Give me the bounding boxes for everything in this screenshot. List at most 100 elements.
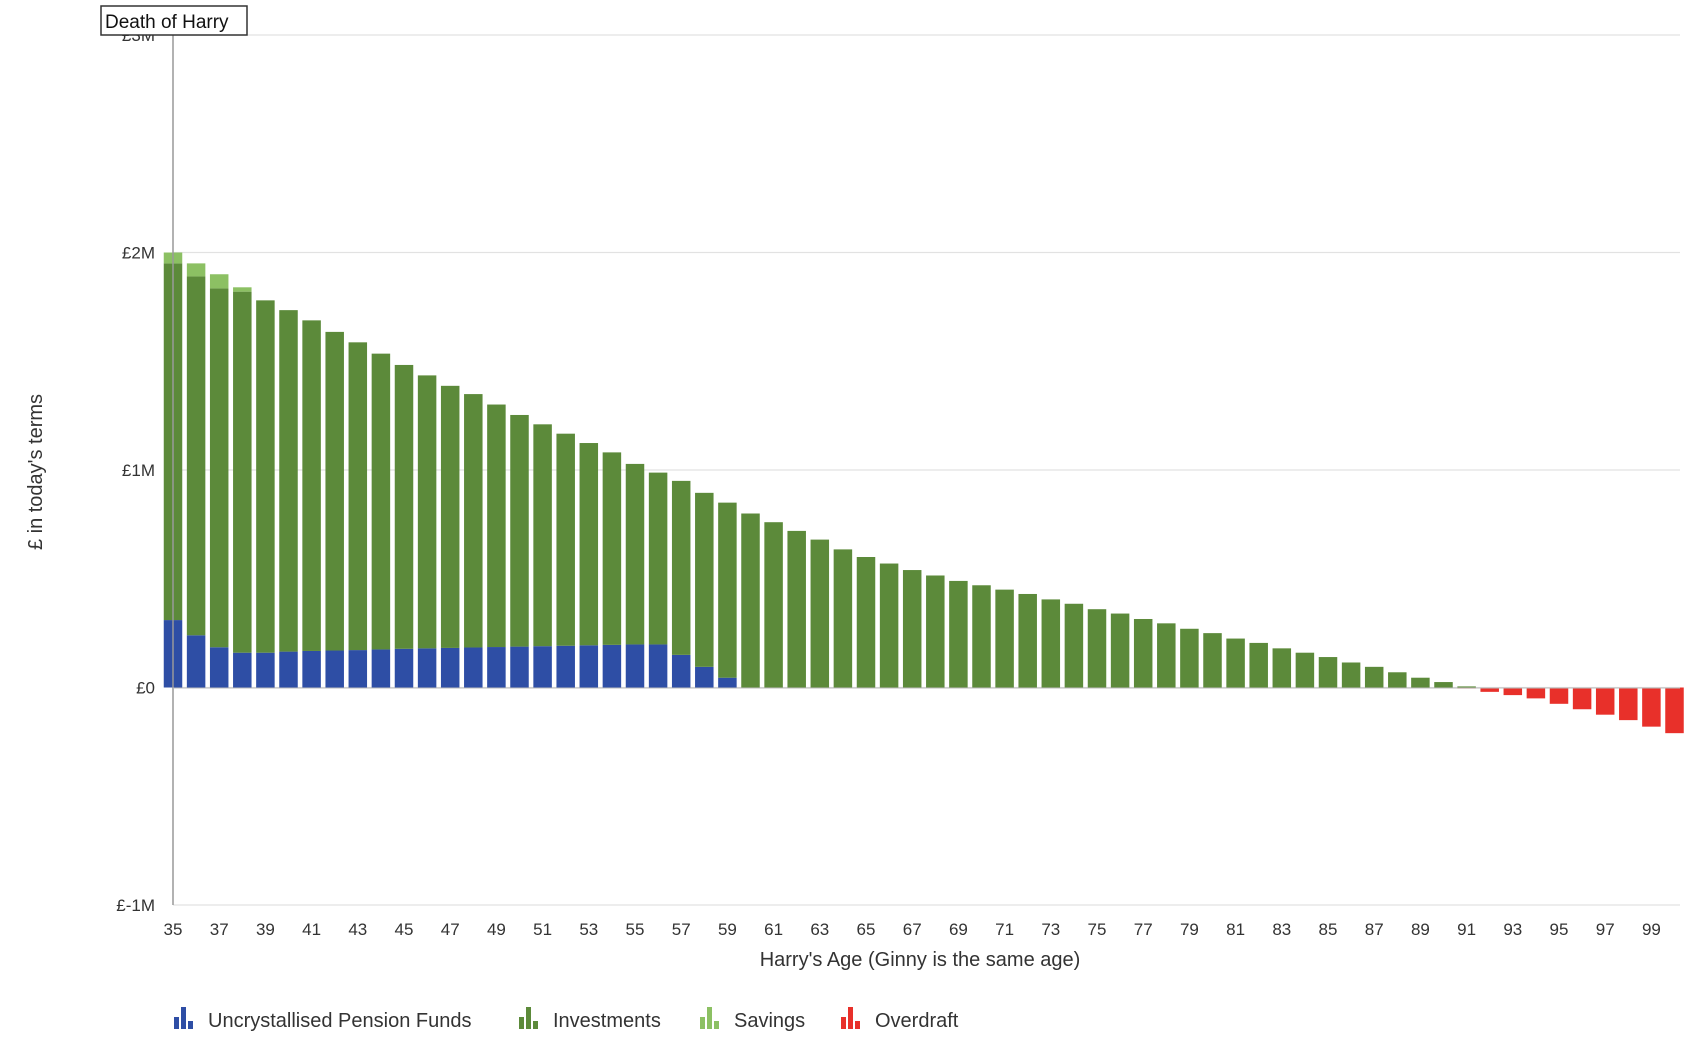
bar-segment [1318, 657, 1338, 688]
x-tick-label: 61 [764, 920, 783, 939]
x-tick-label: 37 [210, 920, 229, 939]
bar-segment [394, 648, 414, 688]
bar-segment [533, 646, 552, 688]
legend-item: Savings [700, 1007, 805, 1032]
bar-segment [233, 652, 252, 688]
x-tick-label: 73 [1041, 920, 1060, 939]
x-tick-label: 51 [533, 920, 552, 939]
legend-swatch [533, 1021, 538, 1029]
bar-segment [371, 353, 391, 650]
bar-segment [556, 645, 575, 688]
bar-segment [556, 433, 575, 646]
bar-segment [995, 589, 1014, 688]
bar-segment [1434, 682, 1453, 688]
bar-segment [1272, 648, 1292, 688]
bar-segment [671, 654, 691, 688]
x-tick-label: 67 [903, 920, 922, 939]
x-tick-label: 35 [164, 920, 183, 939]
bar-segment [440, 385, 460, 648]
bar-segment [1411, 677, 1430, 688]
bar-segment [926, 575, 945, 688]
bar-segment [1041, 599, 1061, 688]
legend-swatch [174, 1017, 179, 1029]
bar-segment [602, 644, 622, 688]
bar-segment [579, 645, 599, 688]
bar-segment [1457, 686, 1476, 688]
bar-segment [1203, 633, 1222, 688]
bar-segment [1249, 642, 1268, 688]
x-tick-label: 99 [1642, 920, 1661, 939]
x-tick-label: 57 [672, 920, 691, 939]
x-tick-label: 91 [1457, 920, 1476, 939]
bar-segment [417, 648, 437, 688]
bar-segment [256, 300, 275, 653]
x-tick-label: 63 [810, 920, 829, 939]
bar-segment [764, 522, 783, 688]
bar-segment [1064, 603, 1084, 688]
x-tick-label: 49 [487, 920, 506, 939]
bars [163, 252, 1684, 734]
bar-segment [209, 647, 229, 688]
bar-segment [325, 650, 344, 688]
bar-segment [856, 557, 876, 688]
death-annotation: Death of Harry [100, 5, 248, 36]
bar-segment [256, 652, 275, 688]
bar-segment [302, 650, 321, 688]
y-tick-label: £0 [136, 679, 155, 698]
bar-segment [1364, 666, 1384, 688]
bar-segment [972, 585, 991, 688]
bar-segment [487, 404, 506, 648]
x-tick-label: 97 [1596, 920, 1615, 939]
bar-segment [1642, 687, 1661, 727]
bar-segment [209, 274, 229, 289]
bar-segment [695, 666, 714, 688]
bar-segment [186, 263, 206, 277]
x-tick-label: 43 [348, 920, 367, 939]
bar-segment [1157, 623, 1176, 688]
x-tick-label: 41 [302, 920, 321, 939]
y-tick-labels: £3M£2M£1M£0£-1M [116, 26, 155, 915]
bar-segment [1572, 687, 1592, 710]
x-tick-label: 45 [395, 920, 414, 939]
bar-segment [1526, 687, 1546, 699]
x-tick-label: 69 [949, 920, 968, 939]
bar-segment [1018, 593, 1037, 688]
bar-segment [1665, 687, 1684, 734]
axes [172, 35, 1680, 905]
bar-segment [1295, 652, 1315, 688]
bar-segment [487, 647, 506, 688]
x-axis-title: Harry's Age (Ginny is the same age) [760, 949, 1081, 971]
bar-segment [879, 563, 899, 688]
y-axis-title: £ in today's terms [25, 394, 47, 550]
bar-segment [325, 331, 344, 651]
y-tick-label: £-1M [116, 896, 155, 915]
bar-segment [510, 414, 529, 647]
bar-segment [902, 570, 922, 688]
legend-swatch [700, 1017, 705, 1029]
x-tick-label: 79 [1180, 920, 1199, 939]
bar-segment [718, 677, 737, 688]
bar-segment [1180, 628, 1199, 688]
bar-segment [625, 463, 645, 645]
bar-segment [510, 646, 529, 688]
bar-segment [348, 650, 368, 688]
x-tick-label: 89 [1411, 920, 1430, 939]
x-tick-label: 47 [441, 920, 460, 939]
bar-segment [1110, 613, 1130, 688]
bar-segment [186, 276, 206, 636]
bar-segment [833, 549, 853, 688]
legend-swatch [855, 1021, 860, 1029]
bar-segment [810, 539, 830, 688]
x-tick-labels: 35 37 39 41 43 45 47 49 51 53 55 57 59 61 63 65 67 69 71 73… [164, 920, 1661, 939]
bar-segment [949, 580, 968, 688]
legend-label: Investments [553, 1010, 661, 1032]
bar-segment [1133, 618, 1153, 688]
legend-item: Uncrystallised Pension Funds [174, 1007, 471, 1032]
x-tick-label: 39 [256, 920, 275, 939]
bar-segment [394, 364, 414, 649]
bar-segment [279, 310, 298, 652]
legend-label: Savings [734, 1010, 805, 1032]
legend-item: Investments [519, 1007, 661, 1032]
bar-segment [371, 649, 391, 688]
